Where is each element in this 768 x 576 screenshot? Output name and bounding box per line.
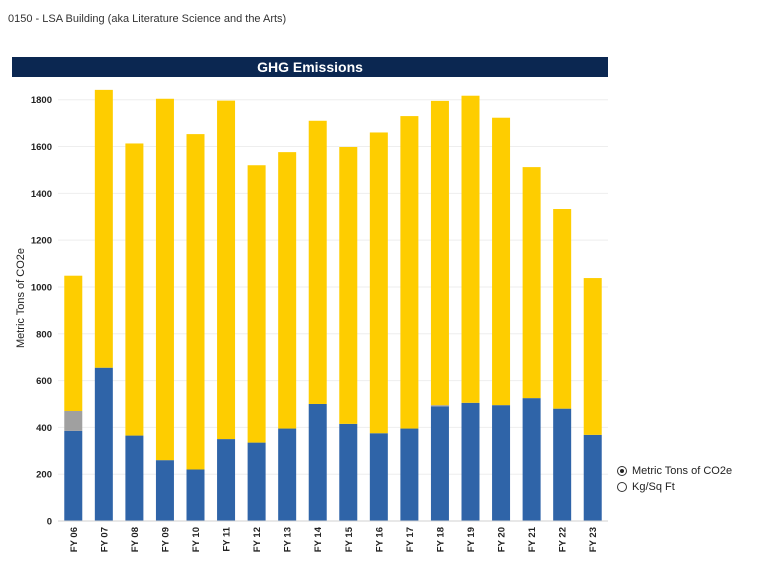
units-legend: Metric Tons of CO2e Kg/Sq Ft [617, 463, 732, 495]
bar-segment[interactable] [369, 132, 388, 434]
x-tick-label: FY 13 [283, 527, 294, 552]
bar-segment[interactable] [247, 165, 266, 443]
y-tick-label: 0 [47, 517, 52, 528]
bar-segment[interactable] [217, 100, 236, 440]
y-tick-label: 1000 [31, 282, 52, 293]
bar-segment[interactable] [217, 439, 236, 521]
x-tick-label: FY 18 [435, 527, 446, 552]
bar-segment[interactable] [583, 434, 602, 521]
x-tick-label: FY 12 [252, 527, 263, 552]
bar-segment[interactable] [430, 406, 449, 521]
x-tick-label: FY 22 [558, 527, 569, 552]
bar-segment[interactable] [492, 405, 511, 521]
bar-segment[interactable] [155, 460, 174, 521]
bar-segment[interactable] [64, 275, 83, 411]
x-tick-label: FY 23 [588, 527, 599, 552]
x-tick-label: FY 09 [160, 527, 171, 552]
x-tick-label: FY 11 [222, 526, 233, 551]
x-tick-label: FY 20 [497, 527, 508, 552]
bars [64, 89, 602, 521]
bar-segment[interactable] [94, 367, 113, 521]
y-tick-label: 800 [36, 329, 52, 340]
bar-segment[interactable] [369, 433, 388, 521]
bar-segment[interactable] [461, 402, 480, 521]
metric-tons-radio[interactable] [617, 466, 627, 476]
bar-segment[interactable] [186, 134, 205, 470]
bar-segment[interactable] [492, 117, 511, 406]
x-tick-label: FY 08 [130, 527, 141, 552]
x-tick-label: FY 16 [374, 527, 385, 552]
y-tick-label: 1600 [31, 142, 52, 153]
x-tick-label: FY 15 [344, 526, 355, 552]
x-tick-label: FY 19 [466, 527, 477, 552]
y-tick-label: 1400 [31, 189, 52, 200]
bar-segment[interactable] [308, 120, 327, 404]
axes: 0 200 400 600 800 1000 1200 1400 1600 1800 FY 06 FY… [31, 95, 608, 552]
x-tick-label: FY 10 [191, 527, 202, 552]
bar-segment[interactable] [430, 100, 449, 406]
x-tick-label: FY 14 [313, 526, 324, 552]
bar-segment[interactable] [155, 98, 174, 461]
option-metric-tons[interactable]: Metric Tons of CO2e [617, 463, 732, 479]
y-tick-label: 1800 [31, 95, 52, 106]
kg-sq-ft-label: Kg/Sq Ft [632, 481, 675, 493]
bar-segment[interactable] [278, 428, 297, 521]
bar-segment[interactable] [400, 116, 419, 429]
bar-segment[interactable] [339, 146, 358, 424]
kg-sq-ft-radio[interactable] [617, 482, 627, 492]
y-tick-label: 200 [36, 470, 52, 481]
bar-segment[interactable] [125, 435, 144, 521]
bar-segment[interactable] [64, 410, 83, 431]
x-tick-label: FY 07 [99, 527, 110, 552]
y-tick-label: 1200 [31, 236, 52, 247]
bar-segment[interactable] [400, 428, 419, 521]
x-tick-label: FY 17 [405, 527, 416, 552]
bar-segment[interactable] [64, 430, 83, 521]
bar-segment[interactable] [278, 152, 297, 429]
option-kg-sq-ft[interactable]: Kg/Sq Ft [617, 479, 732, 495]
bar-segment[interactable] [553, 408, 572, 521]
bar-segment[interactable] [247, 442, 266, 521]
bar-segment[interactable] [186, 469, 205, 521]
metric-tons-label: Metric Tons of CO2e [632, 465, 733, 477]
y-tick-label: 600 [36, 376, 52, 387]
bar-segment[interactable] [583, 278, 602, 435]
x-tick-label: FY 21 [527, 526, 538, 552]
bar-segment[interactable] [125, 143, 144, 436]
y-tick-label: 400 [36, 423, 52, 434]
bar-segment[interactable] [522, 167, 541, 399]
bar-segment[interactable] [553, 209, 572, 409]
building-label: 0150 - LSA Building (aka Literature Scie… [8, 13, 287, 25]
bar-segment[interactable] [308, 403, 327, 521]
bar-segment[interactable] [339, 423, 358, 521]
bar-segment[interactable] [94, 89, 113, 368]
chart-title: GHG Emissions [12, 57, 608, 77]
x-tick-label: FY 06 [69, 527, 80, 552]
bar-segment[interactable] [461, 95, 480, 403]
bar-segment[interactable] [430, 405, 449, 407]
bar-segment[interactable] [522, 398, 541, 521]
y-axis-label: Metric Tons of CO2e [15, 248, 27, 348]
